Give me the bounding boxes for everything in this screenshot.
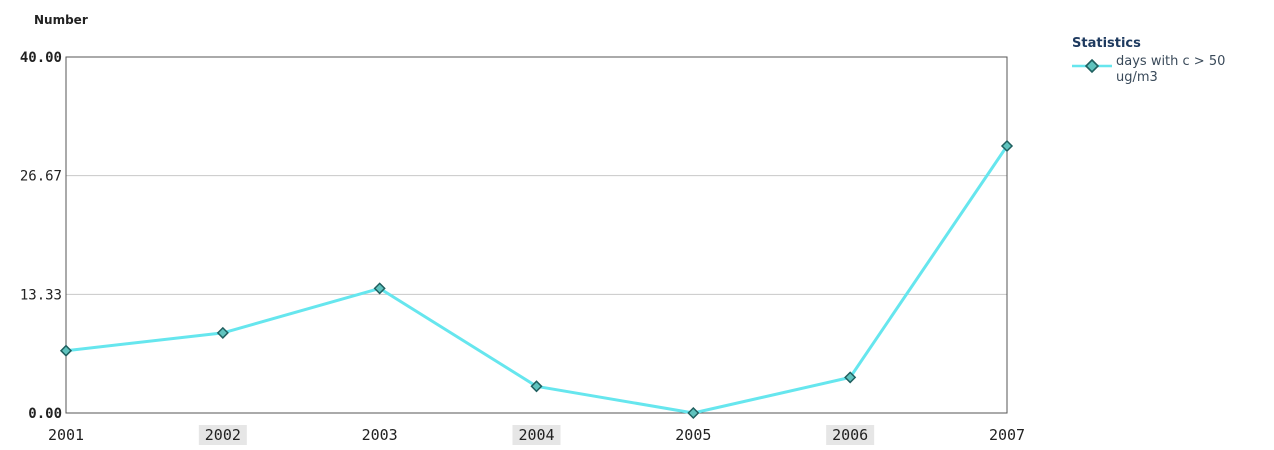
y-axis-label: Number [34,13,88,27]
x-tick-label: 2001 [48,426,84,444]
plot-frame [65,56,1008,414]
y-tick-label: 26.67 [20,169,62,185]
x-tick-label-bg [826,425,875,445]
y-tick-label: 40.00 [20,50,62,66]
data-point [1000,139,1014,153]
data-point [687,406,700,420]
y-tick-label: 0.00 [28,406,62,422]
x-tick-label: 2005 [675,426,711,444]
data-point [530,380,543,393]
x-tick-label: 2007 [989,426,1025,444]
legend-label: days with c > 50 ug/m3 [1116,54,1226,85]
x-tick-label: 2003 [362,426,398,444]
x-tick-label: 2002 [205,426,241,444]
legend-title: Statistics [1072,36,1141,51]
data-point [373,282,386,295]
legend-swatch-icon [1072,58,1112,74]
x-tick-label-bg [198,425,247,445]
legend: Statistics days with c > 50 ug/m3 [1072,36,1272,94]
x-tick-label: 2004 [518,426,554,444]
y-tick-label: 13.33 [20,287,62,303]
x-tick-label-bg [512,425,561,445]
data-point [844,371,857,384]
x-tick-label: 2006 [832,426,868,444]
series-line [65,145,1009,415]
data-point [59,344,73,357]
data-point [216,326,229,339]
legend-item: days with c > 50 ug/m3 [1072,54,1272,94]
